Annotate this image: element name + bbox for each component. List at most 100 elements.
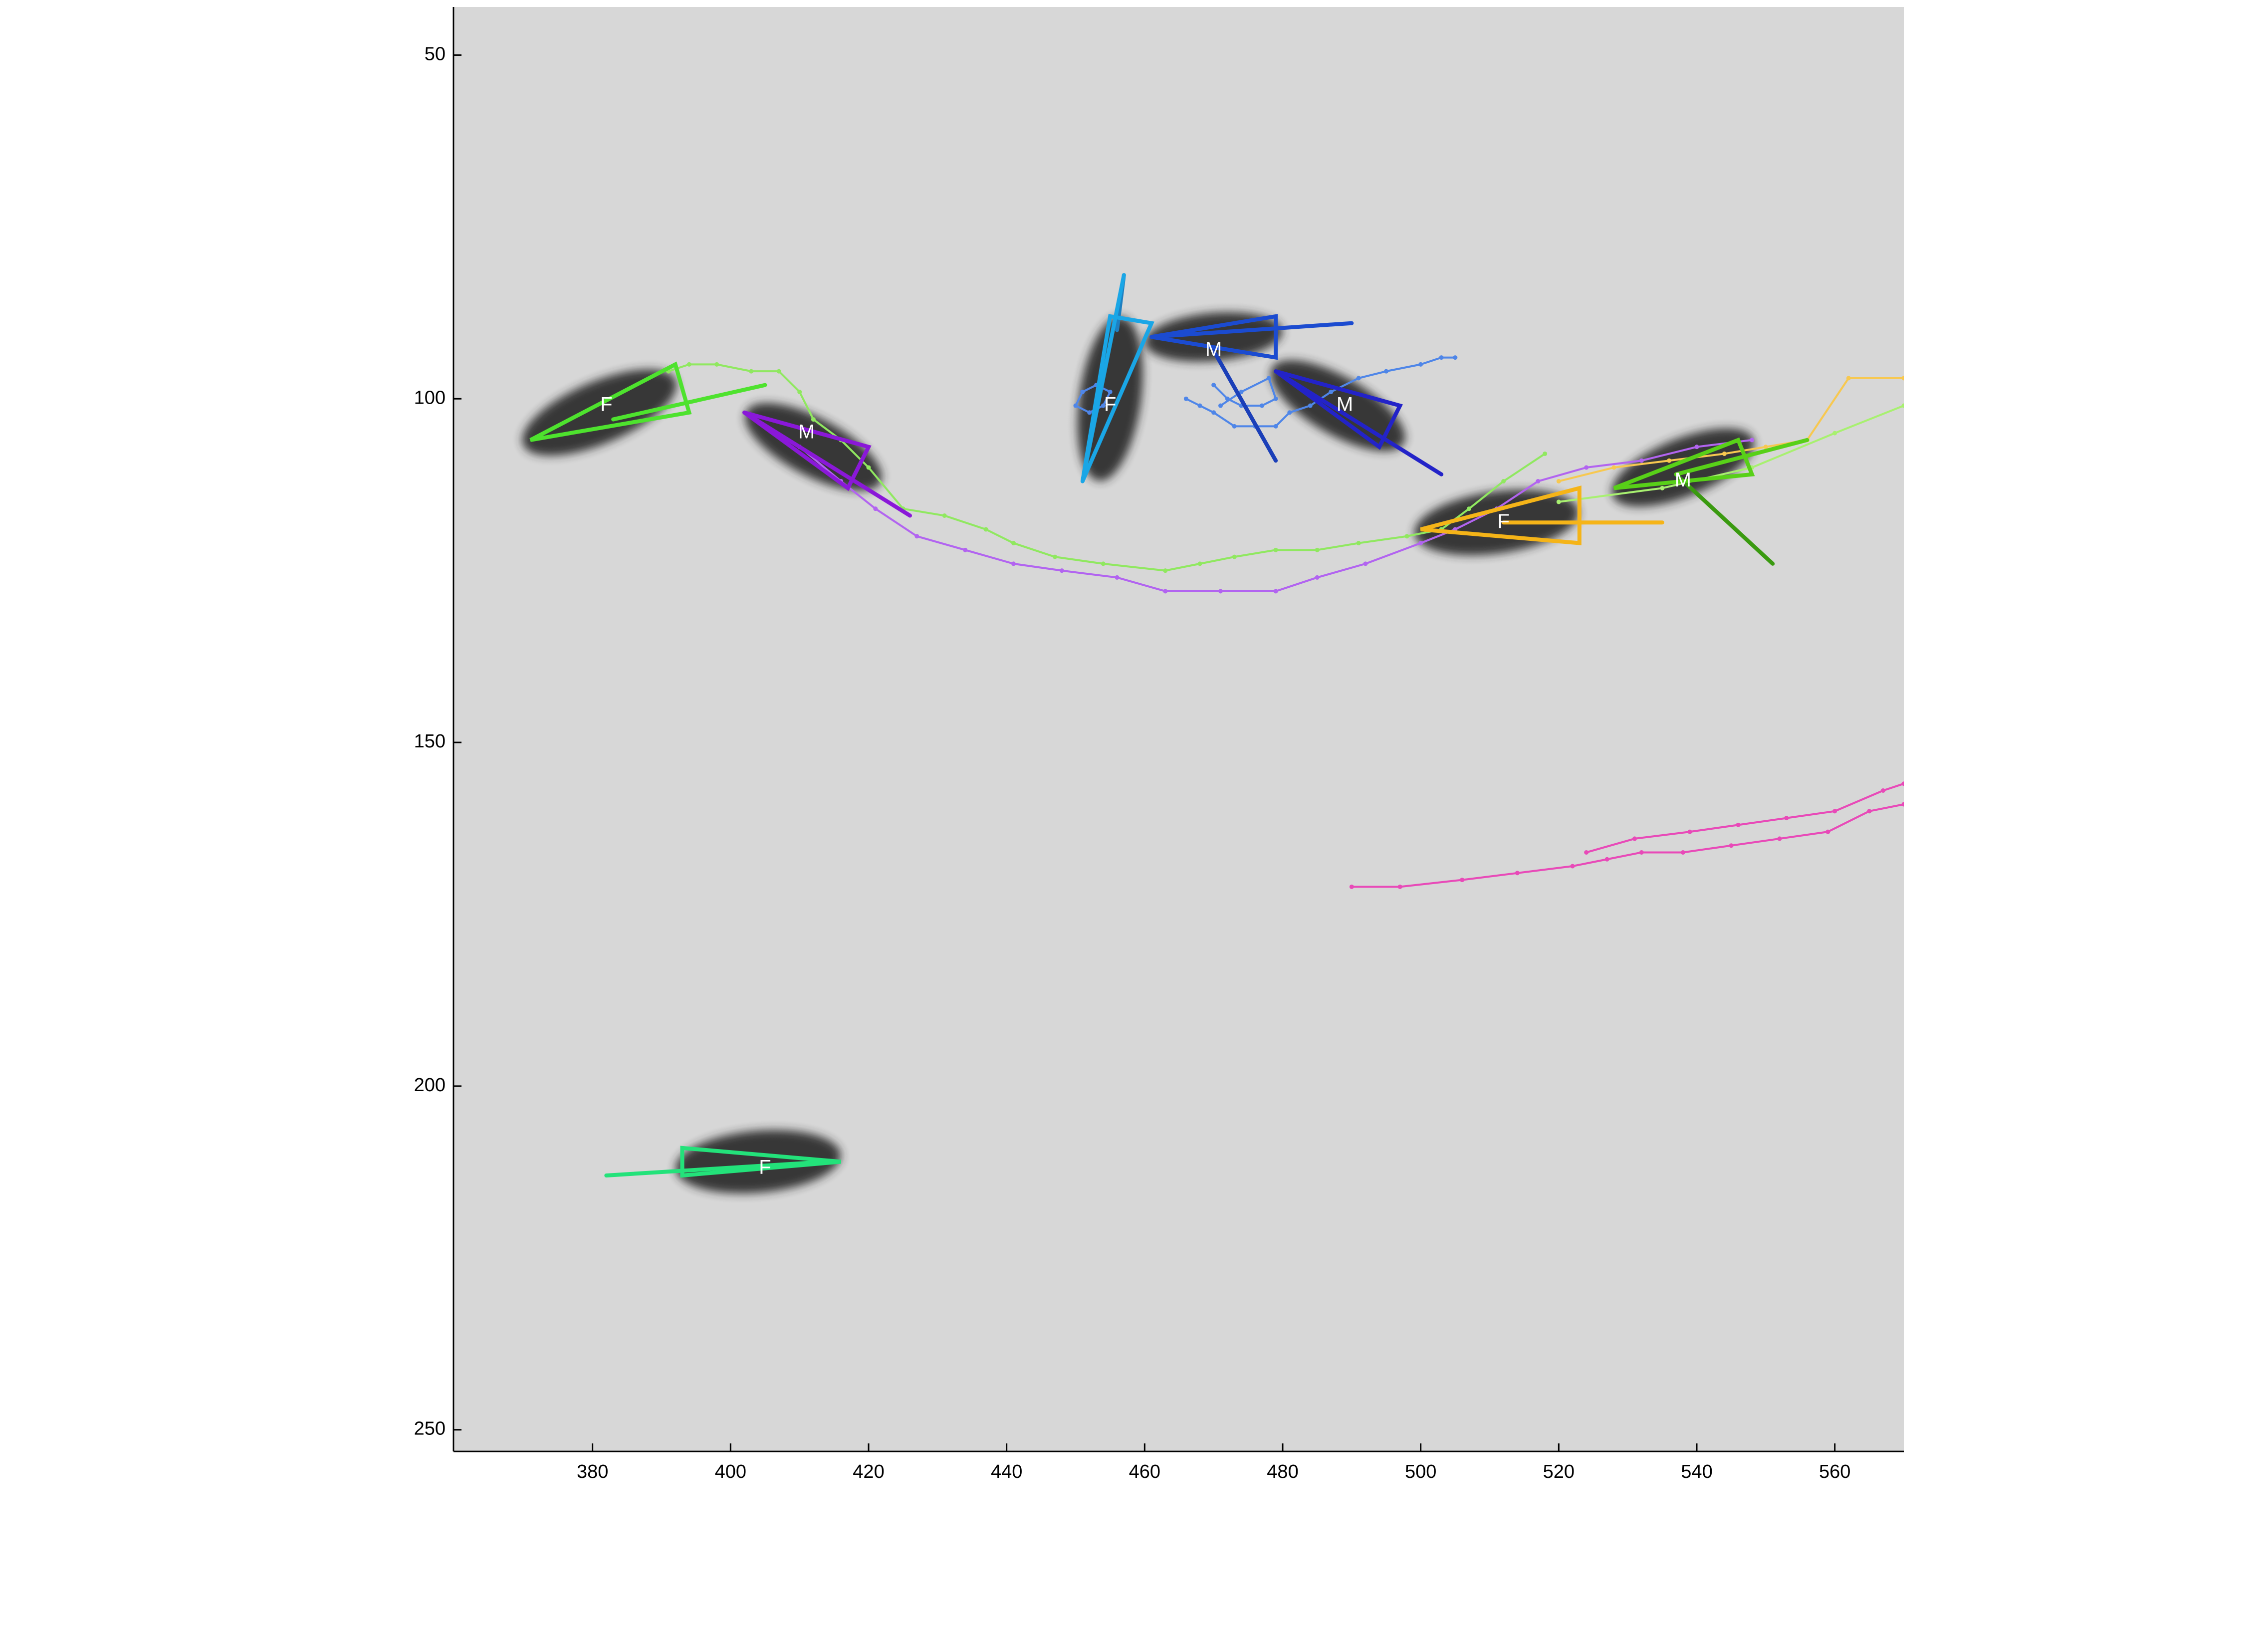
trajectory-point — [1543, 451, 1548, 456]
fly-shadow-3 — [1144, 312, 1283, 362]
fly-body-triangle — [1613, 437, 1755, 490]
fly-sex-label: M — [1337, 394, 1353, 416]
fly-body-triangle — [1151, 314, 1278, 360]
trajectory-point — [1750, 438, 1755, 443]
x-tick-label: 540 — [1681, 1461, 1712, 1482]
trajectory-point — [1011, 541, 1016, 546]
trajectory-point — [1356, 376, 1361, 381]
x-tick-label: 520 — [1543, 1461, 1575, 1482]
trajectory-point — [1439, 355, 1444, 360]
fly-heading-line — [1149, 321, 1354, 339]
x-tick-label: 460 — [1129, 1461, 1160, 1482]
x-tick-label: 440 — [991, 1461, 1022, 1482]
trajectory-point — [1011, 561, 1016, 566]
fly-shadow-2 — [1077, 316, 1143, 481]
trajectory-point — [1556, 479, 1561, 484]
trajectory-point — [1087, 410, 1092, 415]
x-tick-label: 420 — [853, 1461, 884, 1482]
trajectory-point — [983, 527, 988, 532]
y-tick-label: 200 — [414, 1075, 446, 1096]
trajectory-point — [1101, 403, 1106, 408]
trajectory-point — [1584, 465, 1589, 470]
trajectories — [666, 355, 1904, 889]
trajectory-point — [1584, 850, 1589, 855]
trajectory-8 — [1213, 377, 1277, 407]
trajectory-point — [1639, 850, 1644, 855]
trajectory-point — [749, 369, 754, 374]
trajectory-point — [1397, 884, 1402, 889]
trajectory-point — [714, 362, 719, 367]
fly-sex-label: M — [1675, 469, 1691, 491]
fly-heading-line — [742, 410, 912, 518]
trajectory-point — [686, 362, 691, 367]
trajectory-point — [1660, 485, 1665, 490]
trajectory-6 — [1185, 356, 1455, 428]
trajectory-point — [1467, 506, 1471, 511]
trajectory-point — [1232, 424, 1237, 429]
x-tick-label: 560 — [1819, 1461, 1850, 1482]
trajectory-point — [1287, 410, 1292, 415]
fly-body-triangle — [1080, 314, 1154, 482]
x-axis-ticks: 380 400 420 440 460 480 500 520 540 560 — [577, 1443, 1850, 1482]
trajectory-point — [1404, 534, 1409, 539]
trajectory-point — [1273, 424, 1278, 429]
fly-marker-0: F — [529, 361, 767, 442]
trajectory-point — [1901, 403, 1904, 408]
trajectory-point — [1211, 383, 1216, 388]
y-tick-label: 100 — [414, 387, 446, 408]
trajectory-point — [873, 506, 878, 511]
trajectory-point — [1080, 389, 1085, 394]
fly-sex-label: F — [600, 394, 612, 416]
trajectory-point — [1784, 816, 1789, 821]
y-tick-label: 150 — [414, 731, 446, 752]
fly-sex-label: M — [1205, 338, 1222, 360]
trajectory-point — [914, 534, 919, 539]
video-frame — [454, 7, 1904, 1450]
x-tick-label: 500 — [1405, 1461, 1436, 1482]
trajectory-point — [811, 417, 816, 422]
trajectory-point — [1115, 575, 1120, 580]
trajectory-point — [1722, 451, 1727, 456]
trajectory-point — [1053, 554, 1057, 559]
fly-body-triangle — [1420, 485, 1582, 545]
fly-sex-label: M — [798, 421, 815, 443]
fly-heading-line — [1674, 438, 1810, 476]
fly-marker-4: M — [1274, 369, 1444, 476]
trajectory-point — [1418, 362, 1423, 367]
fly-sex-label: F — [1497, 510, 1509, 532]
trajectory-point — [1556, 499, 1561, 504]
trajectory-point — [1901, 781, 1904, 786]
trajectory-point — [1315, 575, 1320, 580]
trajectory-point — [1363, 561, 1368, 566]
trajectory-point — [1639, 458, 1644, 463]
trajectory-point — [866, 465, 871, 470]
trajectory-point — [1901, 802, 1904, 807]
trajectory-point — [1101, 561, 1106, 566]
trajectory-point — [1197, 561, 1202, 566]
y-axis-ticks: 50 100 150 200 250 — [414, 43, 461, 1439]
trajectory-point — [797, 389, 802, 394]
fly-markers: F M F M M F M F — [529, 273, 1810, 1178]
trajectory-point — [1218, 403, 1223, 408]
trajectory-point — [1329, 389, 1334, 394]
fly-marker-7: F — [604, 1146, 842, 1178]
trajectory-point — [1163, 589, 1168, 594]
fly-sex-label: F — [759, 1157, 771, 1178]
trajectory-point — [1729, 843, 1734, 848]
trajectory-point — [1570, 864, 1575, 869]
trajectory-point — [1218, 589, 1223, 594]
fly-marker-5: F — [1420, 485, 1664, 545]
trajectory-point — [1832, 431, 1837, 436]
trajectory-point — [1501, 479, 1506, 484]
trajectory-point — [1453, 355, 1458, 360]
y-tick-label: 50 — [425, 43, 446, 64]
trajectory-point — [1667, 458, 1672, 463]
trajectory-5 — [1586, 782, 1904, 854]
trajectory-point — [1349, 884, 1354, 889]
fly-marker-2: F — [1080, 273, 1154, 483]
fly-body-triangle — [529, 361, 692, 442]
trajectory-point — [1315, 547, 1320, 552]
fly-body-triangle — [680, 1146, 842, 1178]
trajectory-point — [1846, 376, 1851, 381]
